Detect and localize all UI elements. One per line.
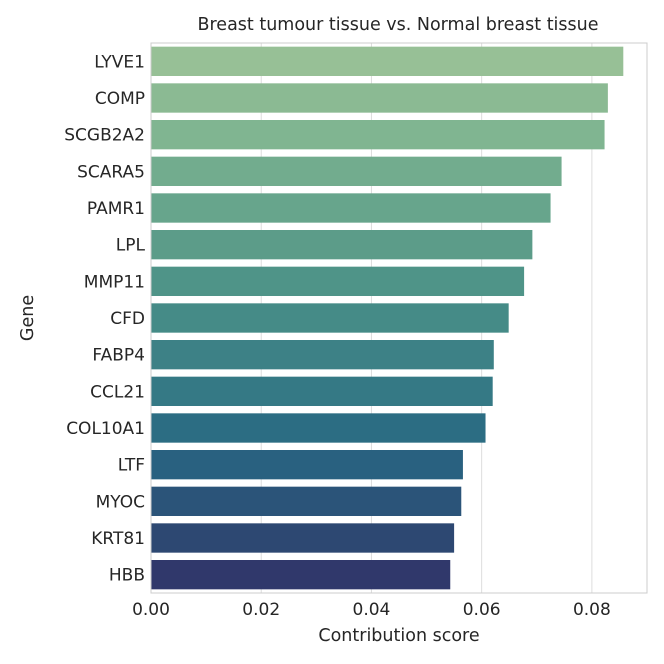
y-tick-label: CCL21 (90, 382, 145, 402)
bar-ltf (151, 450, 463, 480)
y-axis-title: Gene (18, 295, 38, 341)
bar-scara5 (151, 156, 562, 186)
bar-lpl (151, 230, 533, 260)
y-tick-label: SCARA5 (77, 162, 145, 182)
x-tick-label: 0.04 (353, 600, 391, 620)
x-axis-title: Contribution score (318, 626, 479, 646)
bar-lyve1 (151, 46, 624, 76)
bar-fabp4 (151, 340, 494, 370)
bar-comp (151, 83, 608, 113)
x-tick-label: 0.08 (573, 600, 611, 620)
y-tick-label: LYVE1 (94, 52, 145, 72)
plot-frame (150, 42, 648, 594)
y-tick-label: SCGB2A2 (64, 126, 145, 146)
bar-hbb (151, 560, 451, 590)
y-tick-label: MYOC (96, 492, 145, 512)
bar-mmp11 (151, 266, 525, 296)
y-tick-label: CFD (110, 309, 145, 329)
y-tick-label: LPL (116, 236, 146, 256)
bar-col10a1 (151, 413, 486, 443)
bar-myoc (151, 486, 462, 516)
bar-ccl21 (151, 376, 493, 406)
y-tick-label: LTF (118, 456, 145, 476)
y-tick-label: KRT81 (91, 529, 145, 549)
y-tick-label: HBB (109, 566, 145, 586)
bar-scgb2a2 (151, 120, 605, 150)
x-tick-labels: 0.00 0.02 0.04 0.06 0.08 (132, 600, 611, 620)
x-tick-label: 0.06 (463, 600, 501, 620)
y-tick-label: MMP11 (84, 272, 145, 292)
y-tick-label: PAMR1 (87, 199, 145, 219)
bar-cfd (151, 303, 509, 333)
y-tick-label: COL10A1 (66, 419, 145, 439)
y-tick-label: FABP4 (92, 346, 145, 366)
bar-pamr1 (151, 193, 551, 223)
chart-title: Breast tumour tissue vs. Normal breast t… (197, 15, 598, 35)
x-tick-label: 0.02 (242, 600, 280, 620)
bar-krt81 (151, 523, 455, 553)
bars (151, 46, 624, 590)
x-tick-label: 0.00 (132, 600, 170, 620)
y-tick-label: COMP (95, 89, 145, 109)
y-tick-labels: LYVE1 COMP SCGB2A2 SCARA5 PAMR1 LPL MMP11 CFD FA… (64, 52, 145, 585)
